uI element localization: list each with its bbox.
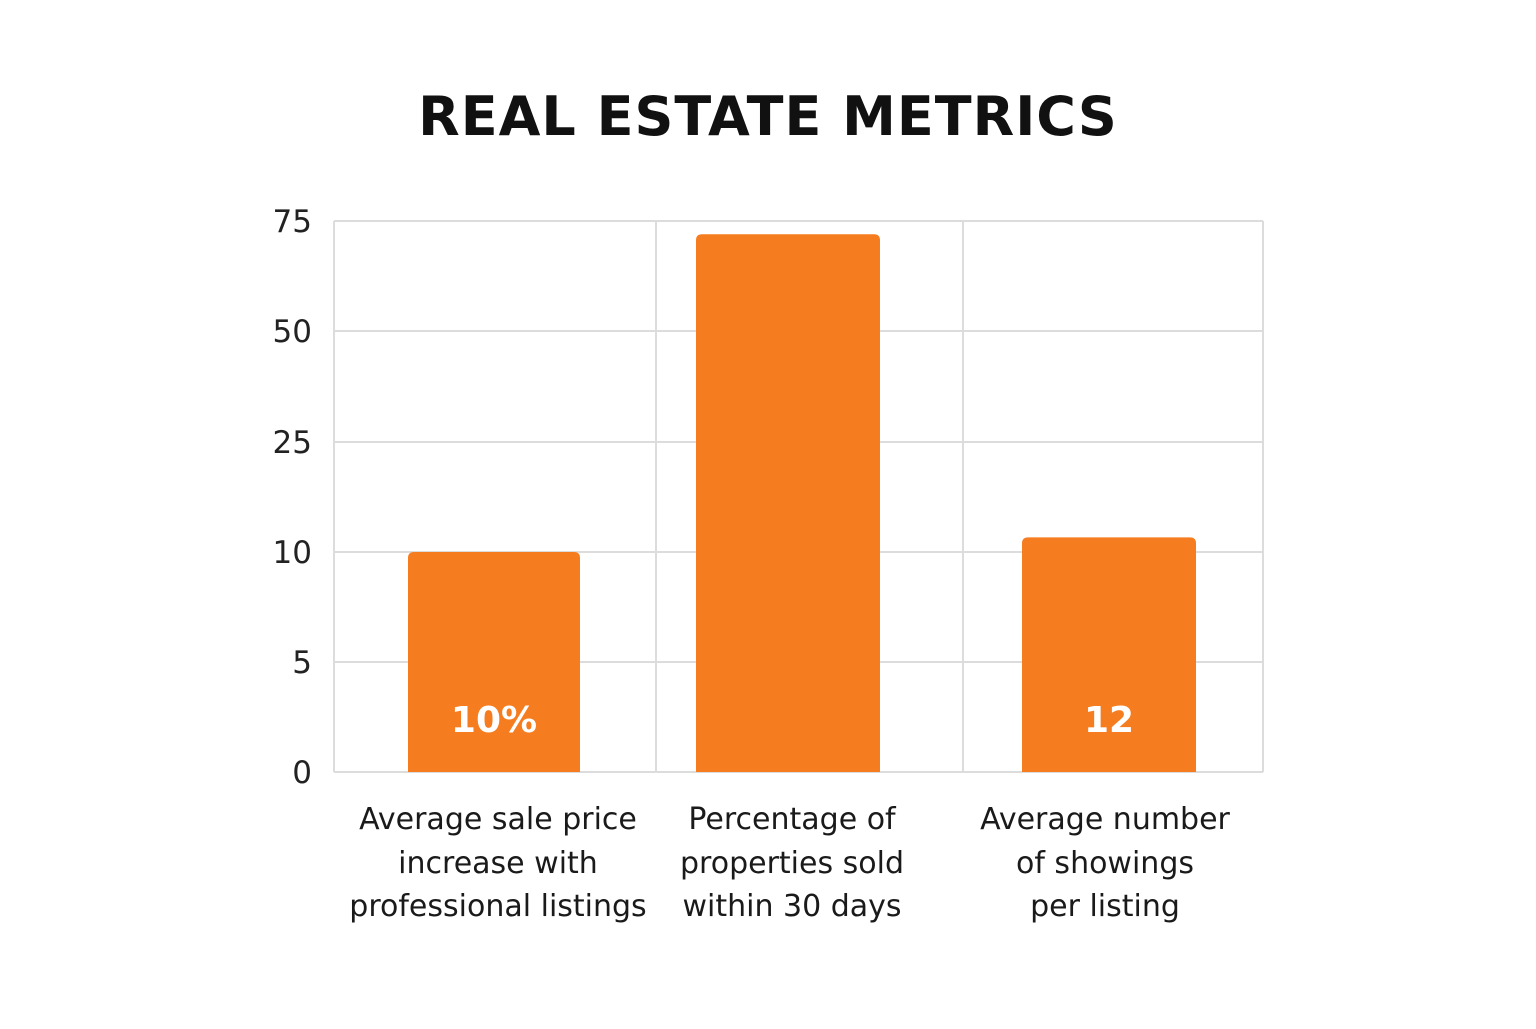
x-category-label-line: Average sale price (359, 802, 637, 837)
x-category-label-line: Percentage of (688, 802, 897, 837)
x-category-label-line: per listing (1030, 889, 1180, 924)
x-category-label: Average number of showings per listing (980, 802, 1230, 924)
chart-title: REAL ESTATE METRICS (418, 85, 1118, 148)
x-category-label: Average sale price increase with professio… (349, 802, 646, 924)
x-category-label-line: Average number (980, 802, 1230, 837)
x-category-label-line: professional listings (349, 889, 646, 924)
x-category-label-line: properties sold (680, 846, 904, 881)
y-axis-ticks: 0 5 10 25 50 75 (273, 204, 312, 791)
y-tick-label: 50 (273, 314, 312, 350)
y-tick-label: 10 (273, 535, 312, 571)
x-category-label-line: increase with (398, 846, 598, 881)
y-tick-label: 0 (292, 755, 312, 791)
bar-data-label: 10% (451, 700, 537, 741)
x-category-label-line: of showings (1016, 846, 1194, 881)
bar (696, 234, 880, 772)
y-tick-label: 5 (292, 645, 312, 681)
x-category-label: Percentage of properties sold within 30 da… (680, 802, 904, 924)
bar-data-label: 12 (1084, 700, 1134, 741)
x-category-label-line: within 30 days (682, 889, 901, 924)
bars: 10% 12 (408, 234, 1196, 772)
y-tick-label: 25 (273, 425, 312, 461)
bar (1022, 537, 1196, 772)
bar (408, 552, 580, 772)
x-axis-categories: Average sale price increase with professio… (349, 802, 1230, 924)
y-tick-label: 75 (273, 204, 312, 240)
